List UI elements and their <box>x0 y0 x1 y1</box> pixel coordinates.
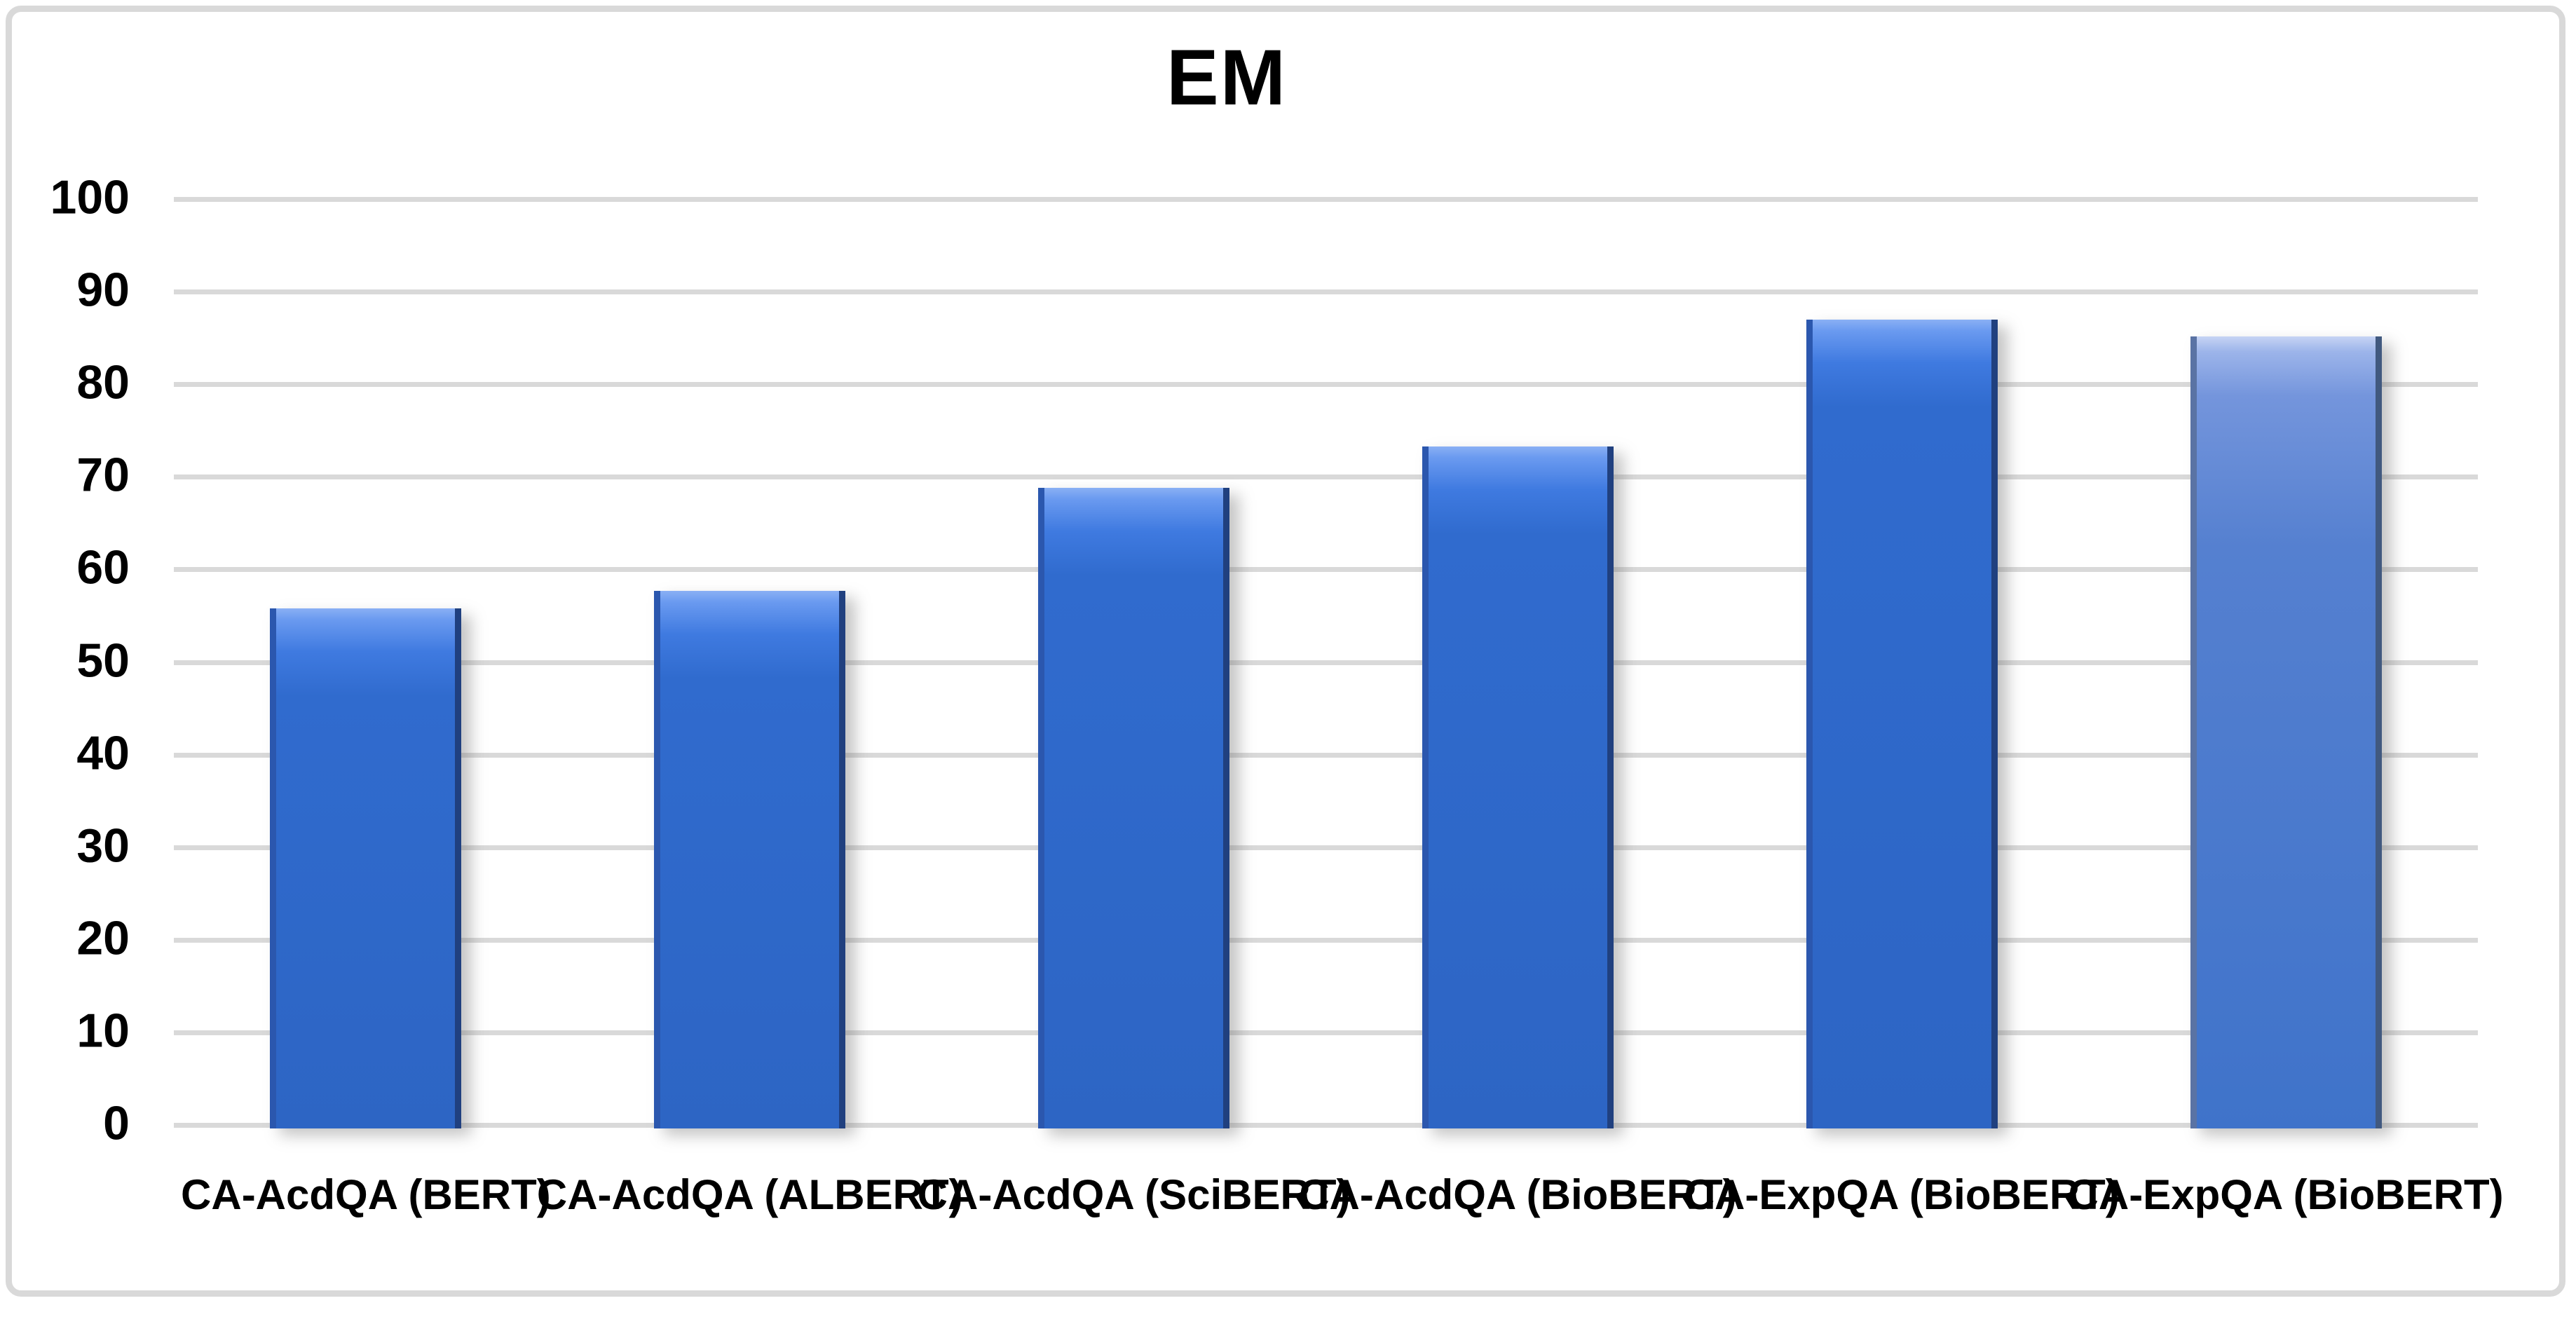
bar-2 <box>654 590 846 1128</box>
bar-5 <box>1806 319 1998 1128</box>
y-gridline <box>174 567 2478 573</box>
y-tick-label: 10 <box>76 1004 130 1058</box>
x-axis-label: CA-AcdQA (BioBERT) <box>1299 1171 1737 1218</box>
chart-title: EM <box>1166 34 1287 121</box>
y-gridline <box>174 1030 2478 1035</box>
y-tick-label: 20 <box>76 911 130 965</box>
chart-frame <box>6 6 2565 1297</box>
x-axis-label: CA-AcdQA (BERT) <box>181 1171 551 1218</box>
y-gridline <box>174 937 2478 943</box>
y-tick-label: 50 <box>76 633 130 687</box>
y-tick-label: 40 <box>76 725 130 779</box>
y-gridline <box>174 382 2478 388</box>
y-tick-label: 0 <box>103 1096 130 1150</box>
y-gridline <box>174 752 2478 758</box>
y-gridline <box>174 197 2478 202</box>
bar-6 <box>2190 336 2382 1128</box>
y-tick-label: 90 <box>76 263 130 317</box>
bar-3 <box>1038 488 1230 1128</box>
y-gridline <box>174 845 2478 850</box>
y-tick-label: 100 <box>50 170 130 224</box>
y-gridline <box>174 660 2478 665</box>
x-axis-label: CA-ExpQA (BioBERT) <box>1684 1171 2120 1218</box>
x-axis-label: CA-ExpQA (BioBERT) <box>2068 1171 2504 1218</box>
y-tick-label: 80 <box>76 355 130 409</box>
y-tick-label: 70 <box>76 448 130 502</box>
bar-1 <box>270 608 462 1128</box>
y-tick-label: 60 <box>76 540 130 594</box>
y-gridline <box>174 475 2478 480</box>
x-axis-label: CA-AcdQA (ALBERT) <box>536 1171 963 1218</box>
bar-4 <box>1422 446 1614 1128</box>
y-gridline <box>174 1123 2478 1128</box>
y-tick-label: 30 <box>76 818 130 872</box>
y-gridline <box>174 289 2478 295</box>
x-axis-label: CA-AcdQA (SciBERT) <box>917 1171 1351 1218</box>
